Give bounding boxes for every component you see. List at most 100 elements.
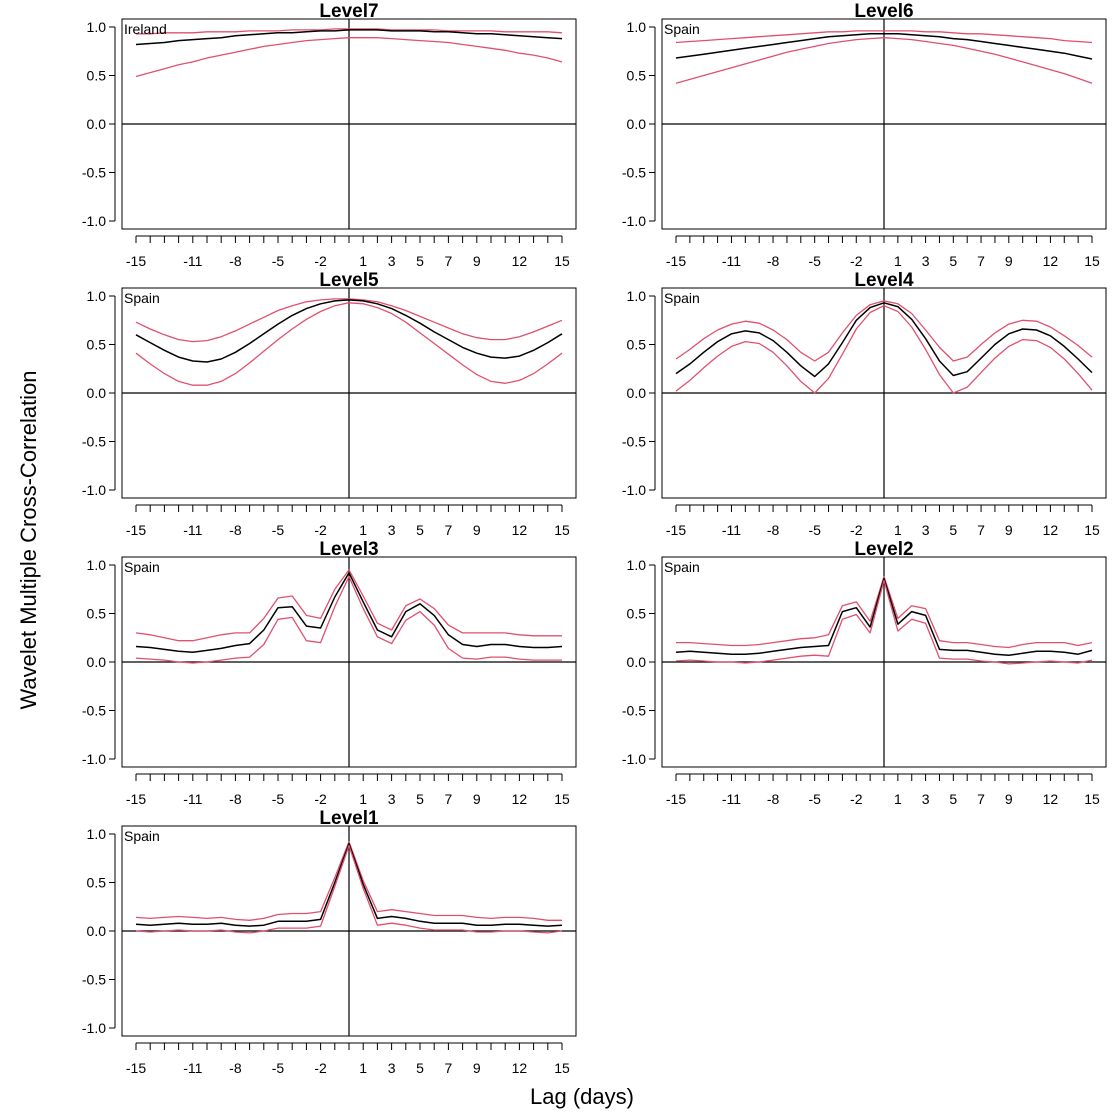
x-tick-label: -5	[272, 1060, 285, 1076]
y-tick-label: -1.0	[82, 751, 106, 767]
y-tick-label: -1.0	[622, 482, 646, 498]
y-tick-label: -0.5	[82, 165, 106, 181]
y-tick-label: 0.5	[87, 68, 107, 84]
x-tick-label: -8	[767, 522, 780, 538]
x-tick-label: -2	[314, 1060, 327, 1076]
x-tick-label: 1	[359, 522, 367, 538]
x-tick-label: -2	[314, 522, 327, 538]
x-tick-label: 5	[416, 522, 424, 538]
x-tick-label: 15	[554, 253, 570, 269]
x-tick-label: 1	[359, 253, 367, 269]
region-label: Ireland	[124, 21, 167, 37]
x-tick-label: -11	[183, 1060, 202, 1076]
x-tick-label: 12	[512, 522, 528, 538]
x-tick-label: -5	[272, 522, 285, 538]
x-tick-label: 9	[473, 1060, 481, 1076]
series-estimate-line	[135, 842, 563, 927]
x-tick-label: 12	[1043, 791, 1059, 807]
x-tick-label: -15	[126, 522, 146, 538]
y-tick-label: 0.0	[627, 385, 647, 401]
panel-title: Level3	[319, 539, 378, 560]
x-tick-label: 7	[445, 522, 453, 538]
x-tick-label: -2	[850, 522, 863, 538]
region-label: Spain	[124, 828, 160, 844]
y-tick-label: 1.0	[87, 19, 107, 35]
series-estimate-line	[675, 302, 1093, 378]
x-tick-label: 1	[359, 1060, 367, 1076]
x-tick-label: 1	[359, 791, 367, 807]
x-tick-label: -8	[229, 522, 242, 538]
x-tick-label: -11	[722, 522, 741, 538]
series-lower-line	[675, 37, 1093, 84]
panel-title: Level7	[319, 1, 378, 22]
x-tick-label: -8	[229, 253, 242, 269]
x-tick-label: 7	[977, 791, 985, 807]
x-tick-label: -11	[183, 522, 202, 538]
panel-level1: 1.0 0.5 0.0 -0.5 -1.0 -15 -11 -8 -5 -2 1 3 5 7 9 12 15 Le…	[82, 808, 577, 1076]
x-tick-label: -5	[808, 791, 821, 807]
x-tick-label: -5	[808, 253, 821, 269]
x-tick-label: 1	[894, 522, 902, 538]
x-tick-label: 15	[554, 791, 570, 807]
y-tick-label: 0.0	[87, 923, 107, 939]
series-upper-line	[676, 575, 1093, 649]
x-tick-label: -11	[722, 791, 741, 807]
x-tick-label: 5	[416, 791, 424, 807]
y-tick-label: 0.0	[627, 116, 647, 132]
x-tick-label: 7	[977, 253, 985, 269]
panel-level3: 1.0 0.5 0.0 -0.5 -1.0 -15 -11 -8 -5 -2 1 3 5 7 9 12 15 Le…	[82, 539, 577, 807]
y-tick-label: -1.0	[82, 1020, 106, 1036]
x-axis-title: Lag (days)	[530, 1084, 634, 1109]
y-axis-title: Wavelet Multiple Cross-Correlation	[16, 370, 41, 709]
x-tick-label: -11	[183, 253, 202, 269]
panel-title: Level4	[854, 270, 914, 291]
x-tick-label: 7	[445, 1060, 453, 1076]
x-tick-label: 3	[388, 522, 396, 538]
y-tick-label: 1.0	[87, 288, 107, 304]
x-tick-label: 15	[1084, 253, 1100, 269]
x-tick-label: -2	[850, 253, 863, 269]
panel-level2: 1.0 0.5 0.0 -0.5 -1.0 -15 -11 -8 -5 -2 1 3 5 7 9 12 15 Le…	[622, 539, 1107, 807]
y-tick-label: -0.5	[622, 703, 646, 719]
region-label: Spain	[664, 21, 700, 37]
series-upper-line	[135, 569, 562, 642]
x-tick-label: -8	[229, 791, 242, 807]
x-tick-label: 7	[445, 253, 453, 269]
x-tick-label: -5	[808, 522, 821, 538]
x-tick-label: 9	[473, 522, 481, 538]
x-tick-label: 12	[1043, 253, 1059, 269]
y-tick-label: -1.0	[622, 751, 646, 767]
y-tick-label: 0.5	[627, 337, 647, 353]
x-tick-label: -15	[126, 791, 146, 807]
panel-level7: 1.0 0.5 0.0 -0.5 -1.0 -15 -11 -8 -5 -2 1 3 5 7 9 12 15 Le…	[82, 1, 577, 269]
x-tick-label: 15	[1084, 522, 1100, 538]
y-tick-label: 1.0	[627, 19, 647, 35]
x-tick-label: 9	[1005, 253, 1013, 269]
series-estimate-line	[135, 29, 563, 46]
x-tick-label: 5	[416, 1060, 424, 1076]
x-tick-label: 15	[554, 522, 570, 538]
y-tick-label: 1.0	[87, 557, 107, 573]
x-tick-label: -5	[272, 253, 285, 269]
x-tick-label: 9	[473, 791, 481, 807]
x-tick-label: -11	[183, 791, 202, 807]
x-tick-label: 15	[554, 1060, 570, 1076]
x-tick-label: 7	[977, 522, 985, 538]
series-upper-line	[675, 30, 1093, 44]
y-tick-label: -0.5	[82, 972, 106, 988]
x-tick-label: -15	[126, 1060, 146, 1076]
panel-title: Level6	[854, 1, 913, 22]
x-tick-label: -15	[666, 253, 686, 269]
series-upper-line	[675, 300, 1093, 362]
x-tick-label: -8	[767, 791, 780, 807]
x-tick-label: 5	[949, 522, 957, 538]
x-tick-label: 12	[512, 791, 528, 807]
x-tick-label: -15	[666, 522, 686, 538]
x-tick-label: -11	[722, 253, 741, 269]
series-lower-line	[135, 844, 563, 934]
region-label: Spain	[664, 559, 700, 575]
y-tick-label: 0.5	[627, 68, 647, 84]
y-tick-label: -1.0	[82, 213, 106, 229]
x-tick-label: 7	[445, 791, 453, 807]
